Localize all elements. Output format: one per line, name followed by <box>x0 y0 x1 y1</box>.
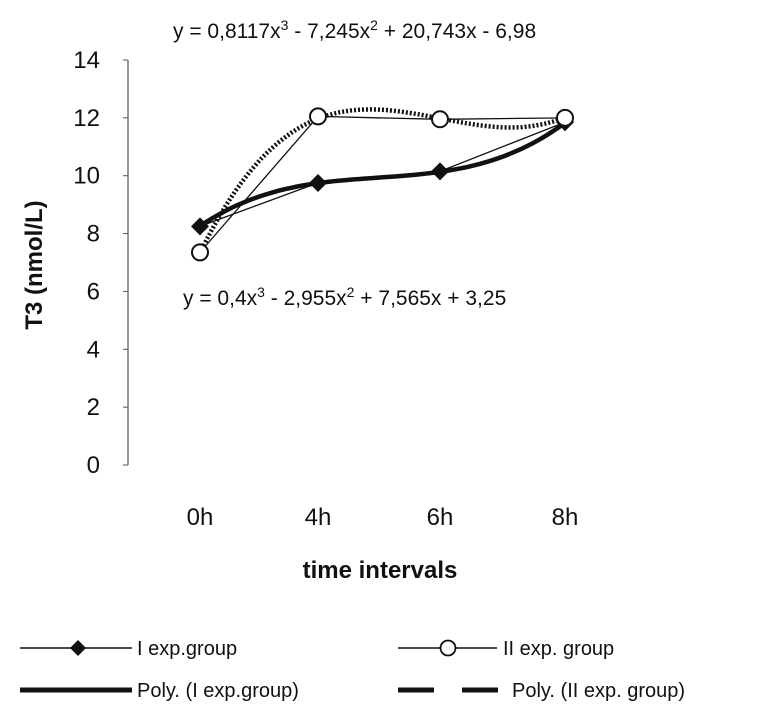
data-point-group-1 <box>309 173 327 192</box>
legend-item-poly-group-1: Poly. (I exp.group) <box>20 680 299 702</box>
x-tick-label: 0h <box>187 504 214 531</box>
y-tick-label: 2 <box>87 394 100 421</box>
legend-label-poly-group-1: Poly. (I exp.group) <box>137 680 299 702</box>
legend-label-group-1: I exp.group <box>137 638 237 660</box>
trendline-layer <box>197 107 567 254</box>
x-tick-label: 8h <box>552 504 579 531</box>
data-point-group-1 <box>431 162 449 181</box>
y-tick-label: 14 <box>73 47 100 74</box>
legend-label-group-2: II exp. group <box>503 638 614 660</box>
y-tick-labels: 0 2 4 6 8 10 12 14 <box>73 47 128 479</box>
series-line-2 <box>199 115 566 253</box>
x-tick-label: 4h <box>305 504 332 531</box>
data-point-group-2 <box>309 107 327 126</box>
data-point-group-2 <box>191 243 209 262</box>
x-tick-label: 6h <box>427 504 454 531</box>
data-point-group-2 <box>556 108 574 127</box>
y-tick-label: 0 <box>87 452 100 479</box>
y-tick-label: 4 <box>87 336 100 363</box>
legend-item-group-2: II exp. group <box>398 638 614 660</box>
legend-label-poly-group-2: Poly. (II exp. group) <box>512 680 685 702</box>
data-point-group-2 <box>431 110 449 129</box>
y-tick-label: 12 <box>73 105 100 132</box>
series-line-1 <box>199 121 566 227</box>
equation-group-2: y = 0,8117x3 - 7,245x2 + 20,743x - 6,98 <box>173 17 536 43</box>
data-point-group-1 <box>191 217 209 236</box>
legend: I exp.group II exp. group Poly. (I exp.g… <box>20 638 685 702</box>
legend-item-group-1: I exp.group <box>20 638 237 660</box>
open-circle-marker-icon <box>439 639 457 657</box>
marker-layer <box>191 107 574 262</box>
filled-diamond-marker-icon <box>70 640 86 656</box>
equation-group-1: y = 0,4x3 - 2,955x2 + 7,565x + 3,25 <box>183 284 506 310</box>
x-axis-title: time intervals <box>303 557 458 584</box>
x-tick-labels: 0h 4h 6h 8h <box>187 504 579 531</box>
y-tick-label: 10 <box>73 163 100 190</box>
y-axis-title: T3 (nmol/L) <box>21 200 48 329</box>
y-tick-label: 8 <box>87 221 100 248</box>
y-tick-label: 6 <box>87 278 100 305</box>
legend-item-poly-group-2: Poly. (II exp. group) <box>398 680 685 702</box>
trendline-2 <box>197 107 566 254</box>
trendline-1 <box>198 120 567 228</box>
series-layer <box>199 115 566 253</box>
